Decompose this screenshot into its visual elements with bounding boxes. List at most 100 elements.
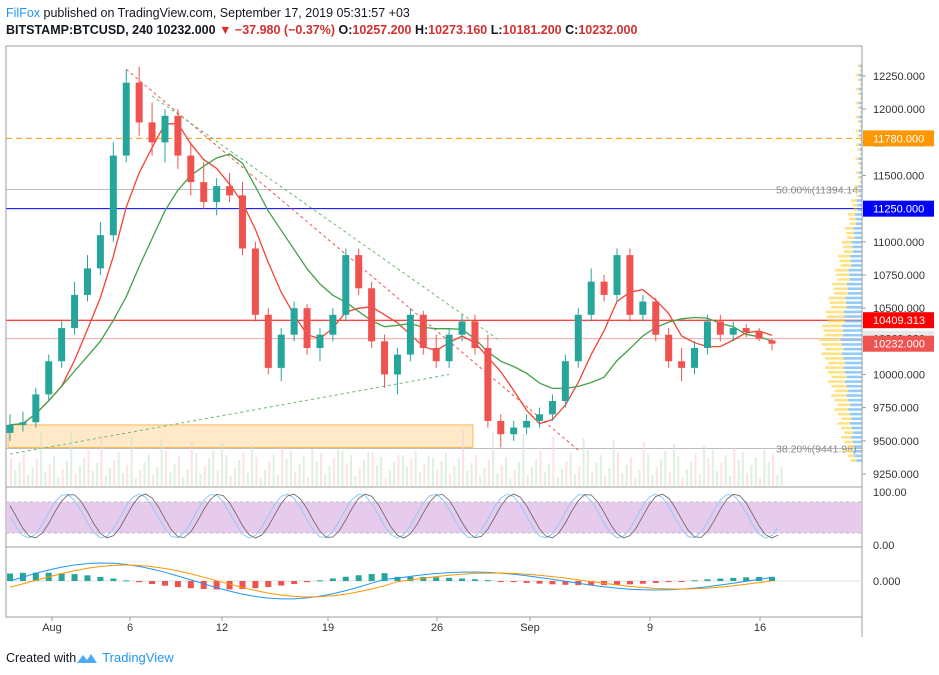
profile-bar (859, 162, 862, 165)
price-axis[interactable]: 12250.00012000.00011750.00011500.0001125… (862, 71, 934, 588)
profile-bar (850, 254, 862, 258)
volume-bar (539, 451, 542, 486)
candle-body (445, 334, 453, 362)
volume-bar (35, 459, 38, 486)
candle-body (691, 347, 699, 368)
profile-bar (825, 310, 844, 314)
candle-body (200, 182, 208, 203)
macd-histogram-bar (484, 580, 491, 582)
volume-bar (289, 451, 292, 486)
candle-body (277, 334, 285, 368)
profile-bar (859, 64, 862, 68)
volume-bar (543, 472, 546, 486)
open-value: 10257.200 (352, 23, 412, 37)
volume-bar (156, 467, 159, 486)
signal-line (9, 564, 773, 598)
candle-body (58, 328, 66, 362)
candle-body (6, 424, 14, 433)
profile-bar (855, 143, 859, 147)
volume-bar (182, 477, 185, 486)
volume-bar (642, 442, 645, 486)
profile-bar (859, 134, 862, 137)
volume-bar (100, 435, 103, 486)
macd-histogram-bar (381, 573, 388, 581)
price-tick-label: 10750.000 (873, 270, 925, 282)
candle-body (19, 422, 27, 425)
volume-bar (780, 467, 783, 486)
profile-bar (857, 175, 860, 179)
volume-bar (276, 475, 279, 486)
volume-bar (672, 444, 675, 486)
profile-bar (831, 282, 847, 286)
published-text: published on TradingView.com, September … (43, 6, 410, 20)
high-label: H: (414, 23, 429, 37)
profile-bar (847, 287, 862, 291)
profile-bar (857, 162, 860, 165)
macd-histogram-bar (639, 581, 646, 584)
profile-bar (857, 203, 862, 207)
profile-bar (857, 106, 860, 109)
volume-bar (634, 478, 637, 486)
trend-lines[interactable] (9, 68, 579, 455)
candle-body (613, 255, 621, 295)
volume-bar (724, 455, 727, 486)
profile-bar (849, 217, 856, 221)
profile-bar (849, 273, 862, 277)
profile-bar (850, 259, 862, 263)
volume-bar (599, 455, 602, 486)
volume-bar (160, 439, 163, 486)
profile-bar (857, 120, 860, 123)
candle-body (174, 115, 182, 156)
macd-histogram-bar (71, 574, 78, 581)
profile-bar (847, 454, 855, 458)
volume-bar (324, 474, 327, 486)
profile-bar (855, 129, 859, 133)
profile-bar (853, 449, 862, 453)
profile-bar (836, 273, 850, 277)
symbol-legend[interactable]: BITSTAMP:BTCUSD, 240 10232.000 ▼ −37.980… (6, 23, 637, 37)
profile-bar (859, 175, 862, 179)
profile-bar (831, 394, 847, 397)
macd-histogram-bar (730, 577, 737, 581)
profile-bar (854, 185, 859, 188)
candle-body (393, 354, 401, 375)
author-link[interactable]: FilFox (6, 6, 41, 20)
volume-bar (694, 453, 697, 486)
macd-histogram-bar (717, 578, 724, 581)
macd-histogram-bar (665, 581, 672, 583)
volume-bar (470, 463, 473, 486)
time-axis[interactable]: Aug 6 12 19 26 Sep 9 16 (42, 617, 766, 634)
volume-bar (466, 471, 469, 486)
volume-bar (147, 454, 150, 486)
volume-bar (10, 458, 12, 486)
profile-bar (822, 324, 843, 328)
volume-bar (48, 464, 51, 486)
volume-bar (74, 474, 77, 486)
volume-bar (582, 438, 585, 486)
profile-bar (840, 426, 852, 430)
macd-histogram-bar (213, 581, 220, 590)
symbol-label[interactable]: BITSTAMP:BTCUSD, 240 (6, 23, 154, 37)
macd-histogram-bar (110, 578, 117, 581)
tradingview-link[interactable]: TradingView (102, 650, 174, 665)
volume-bar (449, 474, 452, 486)
time-tick-label: 26 (431, 622, 443, 634)
profile-bar (823, 329, 843, 332)
volume-bar (341, 451, 344, 486)
macd-pane[interactable] (6, 562, 862, 600)
profile-bar (833, 287, 848, 291)
volume-profile (819, 64, 862, 462)
volume-bar (703, 446, 706, 486)
profile-bar (843, 357, 862, 360)
volume-bar (83, 458, 86, 486)
candle-body (148, 122, 156, 143)
volume-bar (294, 472, 297, 486)
stochastic-pane[interactable] (6, 493, 862, 539)
candle-body (303, 308, 311, 348)
profile-bar (846, 282, 862, 286)
candle-body (83, 268, 91, 295)
volume-bar (212, 450, 215, 486)
volume-bar (754, 457, 757, 486)
profile-bar (841, 240, 852, 244)
